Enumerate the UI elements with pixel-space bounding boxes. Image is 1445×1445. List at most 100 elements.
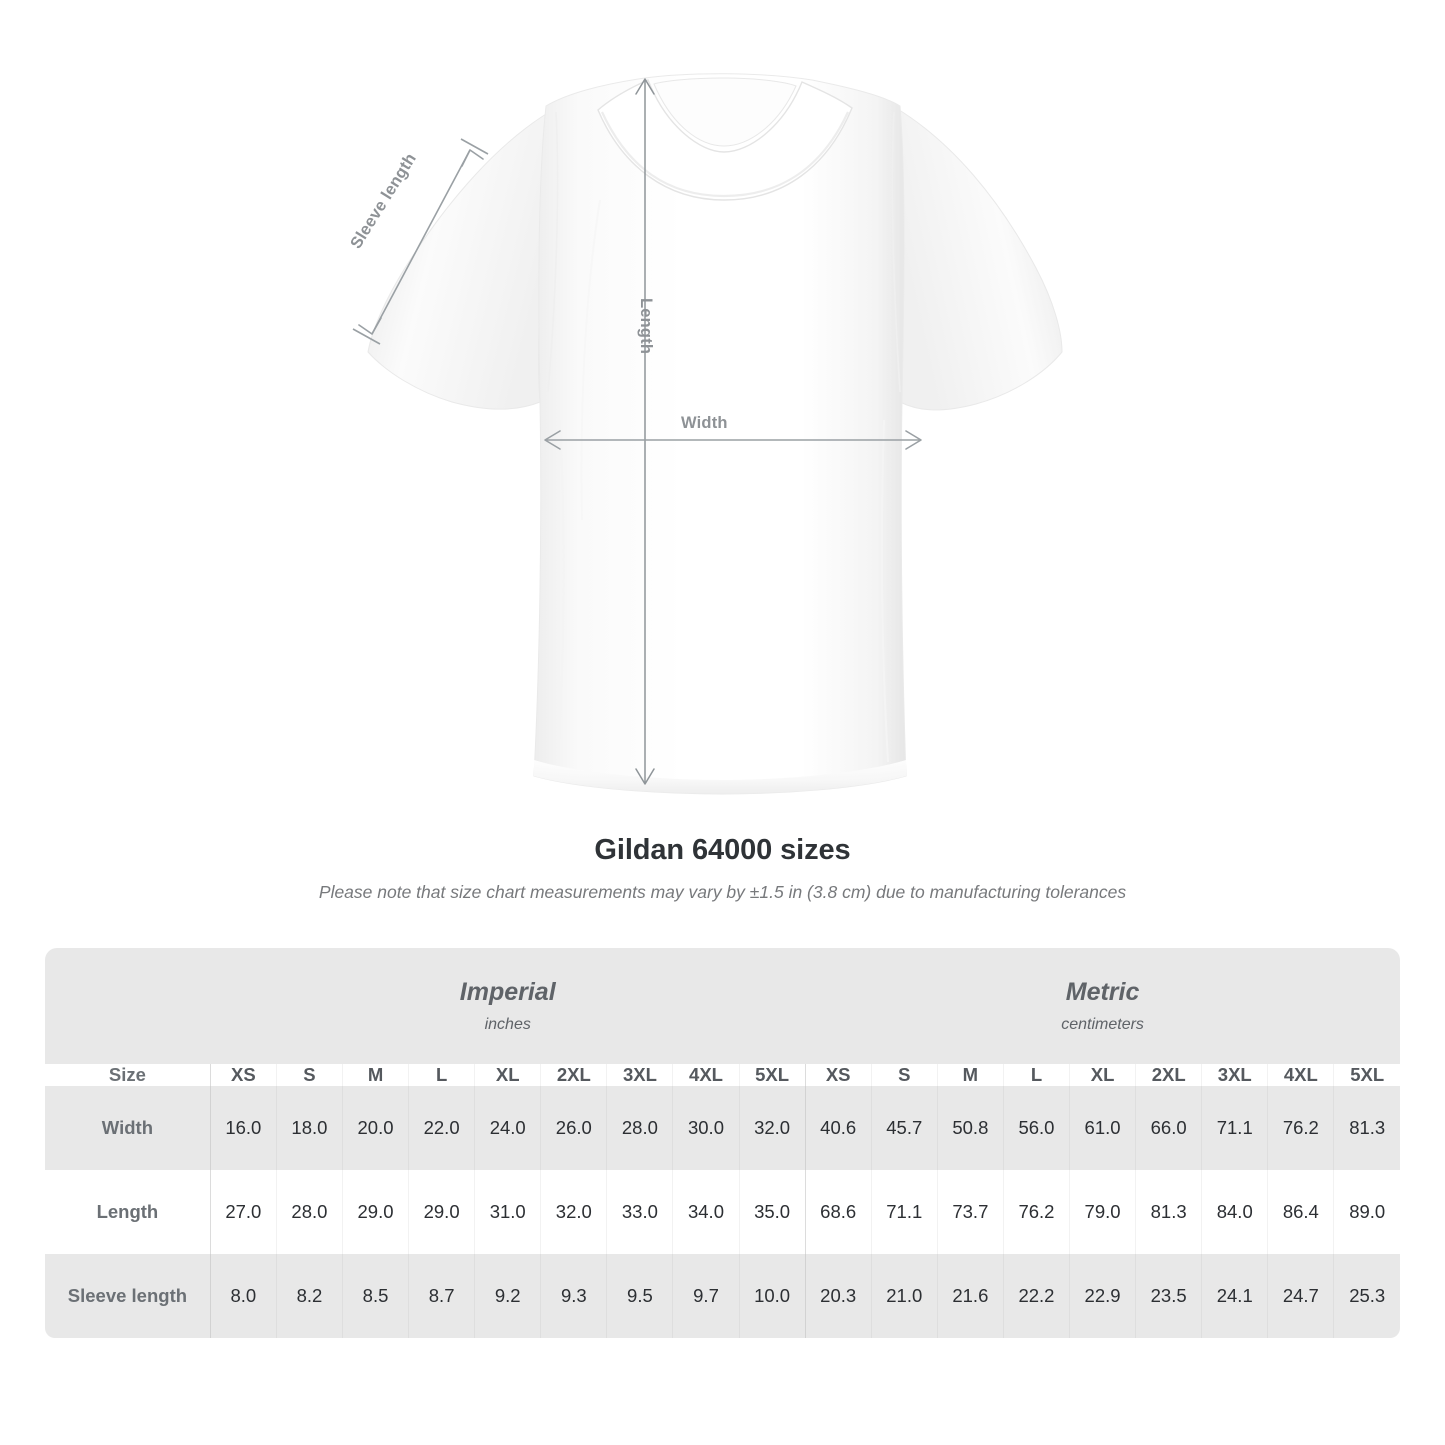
measurement-value: 9.2 <box>494 1285 521 1306</box>
measurement-value: 24.1 <box>1216 1285 1253 1306</box>
chart-heading: Gildan 64000 sizes Please note that size… <box>0 834 1445 903</box>
measurement-cell: 9.7 <box>672 1254 740 1338</box>
measurement-cell: 76.2 <box>1267 1086 1334 1170</box>
measurement-cell: 22.9 <box>1069 1254 1136 1338</box>
measurement-value: 28.0 <box>621 1117 658 1138</box>
measurement-value: 45.7 <box>886 1117 923 1138</box>
unit-group-name: Metric <box>1065 978 1140 1006</box>
measurement-cell: 35.0 <box>738 1170 806 1254</box>
measurement-cell: 24.0 <box>474 1086 541 1170</box>
measurement-value: 8.7 <box>428 1285 455 1306</box>
measurement-cell: 32.0 <box>738 1086 806 1170</box>
measurement-value: 81.3 <box>1150 1201 1187 1222</box>
tshirt-diagram: Sleeve length Length Width <box>346 73 1063 795</box>
measurement-label-cell: Sleeve length <box>45 1254 211 1338</box>
measurement-cell: 22.2 <box>1002 1254 1070 1338</box>
unit-banner-row: Imperial inches Metric centimeters <box>45 948 1400 1064</box>
unit-group-name: Imperial <box>459 978 556 1006</box>
measurement-value: 23.5 <box>1150 1285 1187 1306</box>
measurement-value: 40.6 <box>820 1117 857 1138</box>
width-annotation: Width <box>681 414 728 432</box>
measurement-cell: 71.1 <box>1201 1086 1268 1170</box>
measurement-cell: 34.0 <box>672 1170 740 1254</box>
size-column-label: 5XL <box>1350 1064 1385 1085</box>
size-column-label: L <box>435 1064 448 1085</box>
measurement-value: 8.2 <box>296 1285 323 1306</box>
measurement-cell: 79.0 <box>1069 1170 1136 1254</box>
size-column-label: S <box>303 1064 316 1085</box>
table-row: Sleeve length 8.0 8.2 8.5 8.7 9.2 9.3 9.5 9.7 10.… <box>45 1254 1400 1338</box>
measurement-value: 86.4 <box>1282 1201 1319 1222</box>
measurement-cell: 40.6 <box>804 1086 872 1170</box>
measurement-value: 76.2 <box>1282 1117 1319 1138</box>
measurement-cell: 20.3 <box>804 1254 872 1338</box>
measurement-cell: 29.0 <box>408 1170 475 1254</box>
size-column-label: M <box>962 1064 979 1085</box>
measurement-cell: 21.0 <box>870 1254 938 1338</box>
size-column-header: 5XL <box>1333 1064 1400 1086</box>
size-column-label: XL <box>1090 1064 1115 1085</box>
measurement-value: 56.0 <box>1018 1117 1055 1138</box>
measurement-value: 28.0 <box>291 1201 328 1222</box>
measurement-cell: 31.0 <box>474 1170 541 1254</box>
measurement-cell: 29.0 <box>341 1170 409 1254</box>
size-column-header: XL <box>474 1064 541 1086</box>
measurement-value: 71.1 <box>886 1201 923 1222</box>
measurement-value: 8.0 <box>230 1285 257 1306</box>
measurement-value: 89.0 <box>1349 1201 1386 1222</box>
size-column-label: XS <box>825 1064 851 1085</box>
size-column-header: 4XL <box>672 1064 740 1086</box>
measurement-cell: 24.1 <box>1201 1254 1268 1338</box>
length-arrow <box>635 78 655 785</box>
measurement-value: 8.5 <box>362 1285 389 1306</box>
page-title: Gildan 64000 sizes <box>594 834 851 866</box>
measurement-value: 24.7 <box>1282 1285 1319 1306</box>
measurement-cell: 28.0 <box>606 1086 673 1170</box>
measurement-value: 16.0 <box>225 1117 262 1138</box>
measurement-cell: 68.6 <box>804 1170 872 1254</box>
measurement-cell: 71.1 <box>870 1170 938 1254</box>
measurement-value: 10.0 <box>754 1285 791 1306</box>
measurement-label: Length <box>96 1201 159 1222</box>
measurement-value: 79.0 <box>1084 1201 1121 1222</box>
measurement-cell: 32.0 <box>540 1170 607 1254</box>
measurement-cell: 28.0 <box>275 1170 343 1254</box>
measurement-cell: 8.5 <box>341 1254 409 1338</box>
size-column-header: XL <box>1069 1064 1136 1086</box>
measurement-value: 27.0 <box>225 1201 262 1222</box>
measurement-value: 32.0 <box>754 1117 791 1138</box>
measurement-label: Sleeve length <box>67 1285 188 1306</box>
measurement-cell: 81.3 <box>1135 1170 1202 1254</box>
size-column-header: 2XL <box>540 1064 607 1086</box>
measurement-value: 68.6 <box>820 1201 857 1222</box>
table-row: Length 27.0 28.0 29.0 29.0 31.0 32.0 33.0 34.0 35… <box>45 1170 1400 1254</box>
measurement-value: 24.0 <box>489 1117 526 1138</box>
measurement-cell: 10.0 <box>738 1254 806 1338</box>
measurement-value: 73.7 <box>952 1201 989 1222</box>
measurement-cell: 25.3 <box>1333 1254 1400 1338</box>
measurement-value: 66.0 <box>1150 1117 1187 1138</box>
measurement-value: 25.3 <box>1349 1285 1386 1306</box>
measurement-cell: 9.5 <box>606 1254 673 1338</box>
measurement-cell: 21.6 <box>936 1254 1004 1338</box>
measurement-label-cell: Length <box>45 1170 211 1254</box>
measurement-value: 71.1 <box>1216 1117 1253 1138</box>
table-row: Width 16.0 18.0 20.0 22.0 24.0 26.0 28.0 30.0 32.… <box>45 1086 1400 1170</box>
measurement-cell: 27.0 <box>209 1170 277 1254</box>
measurement-cell: 26.0 <box>540 1086 607 1170</box>
measurement-value: 81.3 <box>1349 1117 1386 1138</box>
size-table-body: Width 16.0 18.0 20.0 22.0 24.0 26.0 28.0 30.0 32.… <box>45 1086 1400 1338</box>
measurement-value: 21.0 <box>886 1285 923 1306</box>
unit-group-imperial: Imperial inches <box>210 948 806 1064</box>
size-column-label: XL <box>495 1064 520 1085</box>
measurement-value: 84.0 <box>1216 1201 1253 1222</box>
size-column-label: 2XL <box>556 1064 591 1085</box>
measurement-value: 31.0 <box>489 1201 526 1222</box>
measurement-cell: 24.7 <box>1267 1254 1334 1338</box>
measurement-cell: 16.0 <box>209 1086 277 1170</box>
size-column-header: XS <box>209 1064 277 1086</box>
size-column-header: 2XL <box>1135 1064 1202 1086</box>
unit-group-subtitle: inches <box>484 1016 531 1033</box>
measurement-value: 30.0 <box>687 1117 724 1138</box>
measurement-value: 18.0 <box>291 1117 328 1138</box>
